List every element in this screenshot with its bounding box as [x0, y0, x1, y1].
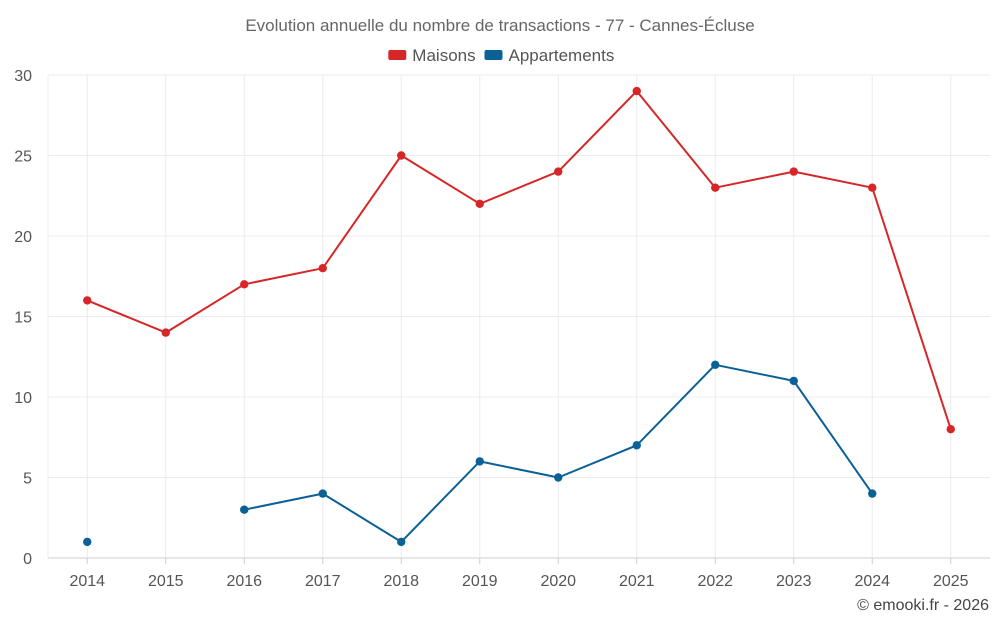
y-tick-label: 25	[14, 149, 32, 166]
data-point-maisons-2020[interactable]	[554, 167, 563, 176]
data-point-maisons-2021[interactable]	[632, 86, 641, 96]
data-point-maisons-2024[interactable]	[868, 183, 877, 192]
series-line-maisons	[86, 90, 952, 430]
data-point-appartements-2020[interactable]	[554, 473, 563, 482]
credit-text: © emooki.fr - 2026	[857, 597, 989, 614]
data-point-maisons-2016[interactable]	[240, 280, 249, 289]
x-tick-label: 2021	[619, 573, 655, 590]
grid-lines	[48, 74, 990, 558]
series-maisons	[83, 86, 955, 434]
y-tick-label: 0	[23, 551, 32, 568]
data-point-appartements-2023[interactable]	[789, 376, 798, 386]
x-tick-label: 2016	[226, 573, 262, 590]
chart-title: Evolution annuelle du nombre de transact…	[245, 16, 754, 35]
x-tick-label: 2022	[697, 573, 733, 590]
x-tick-label: 2025	[933, 573, 969, 590]
data-point-maisons-2025[interactable]	[946, 425, 955, 434]
x-tick-label: 2023	[776, 573, 812, 590]
legend-swatch	[388, 50, 407, 60]
data-point-appartements-2022[interactable]	[711, 360, 720, 369]
legend-label: Maisons	[412, 46, 475, 65]
data-point-appartements-2021[interactable]	[632, 441, 641, 450]
data-point-appartements-2024[interactable]	[868, 489, 877, 498]
data-point-appartements-2017[interactable]	[318, 489, 327, 498]
data-point-appartements-2016[interactable]	[240, 505, 249, 514]
series-layer	[83, 86, 955, 547]
data-point-maisons-2017[interactable]	[318, 264, 327, 273]
legend[interactable]: Maisons Appartements	[388, 46, 614, 65]
x-tick-label: 2018	[383, 573, 419, 590]
data-point-maisons-2023[interactable]	[789, 167, 798, 176]
legend-swatch	[484, 50, 503, 60]
data-point-maisons-2018[interactable]	[397, 151, 406, 160]
y-tick-label: 20	[14, 229, 32, 246]
data-point-maisons-2022[interactable]	[711, 183, 720, 192]
legend-label: Appartements	[509, 46, 615, 65]
y-tick-label: 10	[14, 390, 32, 407]
y-tick-label: 30	[14, 68, 32, 85]
x-tick-label: 2019	[462, 573, 498, 590]
data-point-appartements-2019[interactable]	[475, 457, 484, 466]
data-point-appartements-2014[interactable]	[83, 537, 92, 547]
y-tick-label: 5	[23, 471, 32, 488]
y-tick-label: 15	[14, 310, 32, 327]
legend-item-maisons[interactable]: Maisons	[388, 46, 476, 65]
legend-item-appartements[interactable]: Appartements	[484, 46, 615, 65]
data-point-maisons-2019[interactable]	[475, 199, 484, 208]
series-appartements	[83, 360, 877, 547]
x-tick-label: 2020	[540, 573, 576, 590]
x-tick-label: 2015	[148, 573, 184, 590]
x-tick-label: 2014	[69, 573, 105, 590]
x-tick-label: 2017	[305, 573, 341, 590]
data-point-maisons-2014[interactable]	[83, 296, 92, 305]
data-point-appartements-2018[interactable]	[397, 537, 406, 547]
x-tick-label: 2024	[854, 573, 890, 590]
data-point-maisons-2015[interactable]	[161, 328, 170, 337]
